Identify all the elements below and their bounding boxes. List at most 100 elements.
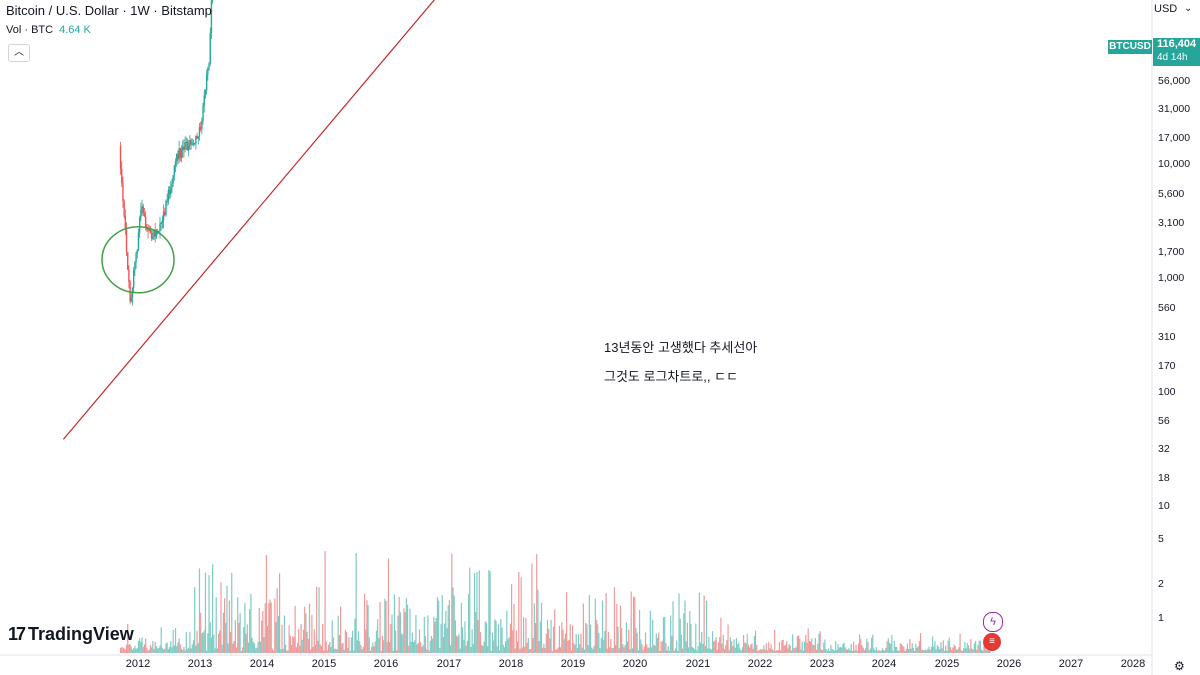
- candle-body: [208, 63, 210, 69]
- last-price-label: 116,404 4d 14h: [1153, 38, 1200, 66]
- volume-bar: [308, 603, 311, 653]
- volume-bar: [774, 630, 776, 653]
- lightning-icon[interactable]: ϟ: [983, 612, 1003, 632]
- candle-body: [182, 146, 184, 151]
- volume-bar: [534, 623, 537, 653]
- volume-bar: [180, 648, 183, 653]
- volume-bar: [311, 614, 313, 653]
- volume-bar: [714, 640, 716, 653]
- volume-bar: [149, 645, 152, 653]
- tradingview-logo[interactable]: 17 TradingView: [8, 624, 134, 645]
- volume-bar: [414, 640, 416, 653]
- volume-bar: [481, 644, 483, 653]
- chevron-down-icon[interactable]: ⌄: [1184, 3, 1193, 14]
- volume-bar: [874, 650, 876, 653]
- candle-body: [207, 68, 209, 75]
- volume-bar: [826, 650, 828, 653]
- currency-selector[interactable]: USD: [1154, 3, 1178, 15]
- volume-bar: [488, 569, 490, 653]
- volume-bar: [312, 646, 314, 653]
- candle: [183, 139, 185, 158]
- volume-bar: [490, 650, 492, 653]
- volume-bar: [516, 641, 519, 653]
- volume-bar: [937, 646, 940, 653]
- candle-body: [183, 146, 185, 150]
- candle-body: [162, 211, 165, 221]
- volume-bar: [518, 571, 520, 653]
- time-tick: 2021: [685, 658, 711, 670]
- volume-bar: [390, 624, 392, 653]
- volume-bar: [164, 648, 166, 653]
- volume-bar: [441, 595, 443, 653]
- volume-bar: [727, 624, 729, 653]
- candle-body: [125, 228, 128, 253]
- candle-body: [150, 233, 153, 239]
- volume-bar: [567, 640, 569, 653]
- volume-bar: [548, 628, 550, 653]
- volume-bar: [392, 650, 394, 653]
- price-tick: 18: [1158, 472, 1170, 484]
- volume-bar: [786, 641, 788, 653]
- volume-bar: [373, 646, 375, 653]
- volume-bar: [884, 650, 886, 653]
- volume-bar: [957, 649, 959, 653]
- volume-bar: [444, 623, 446, 653]
- volume-bar: [703, 595, 705, 653]
- volume-bar: [605, 593, 607, 653]
- volume-bar: [748, 647, 751, 653]
- volume-bar: [715, 637, 717, 653]
- volume-bar: [493, 640, 495, 653]
- volume-bar: [922, 649, 924, 653]
- volume-bar: [204, 572, 207, 653]
- candle: [186, 138, 189, 151]
- volume-bar: [378, 637, 380, 653]
- candle-body: [158, 230, 160, 232]
- trendline[interactable]: [62, 0, 1151, 440]
- candle: [177, 150, 179, 165]
- volume-bar: [910, 648, 912, 653]
- chevron-up-icon[interactable]: ︿: [8, 44, 30, 62]
- volume-bar: [435, 617, 437, 653]
- volume-bar: [793, 648, 795, 653]
- volume-bar: [375, 630, 378, 653]
- volume-bar: [660, 641, 662, 653]
- candle: [199, 121, 202, 132]
- volume-bar: [304, 606, 306, 653]
- volume-bar: [800, 649, 802, 653]
- volume-bar: [520, 577, 522, 653]
- candle-body: [147, 229, 149, 231]
- volume-bar: [329, 641, 331, 653]
- volume-bar: [264, 603, 266, 653]
- candle: [195, 135, 197, 150]
- volume-bar: [151, 647, 153, 653]
- volume-bar: [293, 637, 295, 653]
- us-flag-icon[interactable]: ≡: [983, 633, 1001, 651]
- volume-bar: [747, 644, 749, 653]
- volume-bar: [879, 650, 881, 653]
- volume-bar: [411, 632, 413, 653]
- candle-body: [192, 143, 195, 145]
- candle: [135, 251, 137, 269]
- volume-bar: [232, 643, 234, 653]
- volume-bar: [511, 584, 513, 653]
- volume-bar: [914, 650, 916, 653]
- volume-bar: [274, 598, 276, 653]
- volume-bar: [629, 649, 631, 653]
- candle-body: [127, 252, 129, 270]
- time-tick: 2013: [187, 658, 213, 670]
- volume-bar: [947, 640, 949, 653]
- volume-bar: [940, 642, 942, 653]
- candle-body: [159, 223, 161, 231]
- time-tick: 2014: [249, 658, 275, 670]
- volume-bar: [583, 649, 586, 653]
- candle-body: [122, 182, 124, 201]
- volume-bar: [221, 644, 223, 653]
- volume-bar: [832, 649, 834, 653]
- volume-bar: [473, 573, 476, 653]
- logo-text: TradingView: [28, 624, 134, 644]
- gear-icon[interactable]: ⚙: [1174, 659, 1185, 673]
- annotation-text-1[interactable]: 13년동안 고생했다 추세선아: [604, 340, 758, 355]
- volume-bar: [247, 642, 250, 653]
- annotation-text-2[interactable]: 그것도 로그차트로,, ㄷㄷ: [604, 369, 739, 384]
